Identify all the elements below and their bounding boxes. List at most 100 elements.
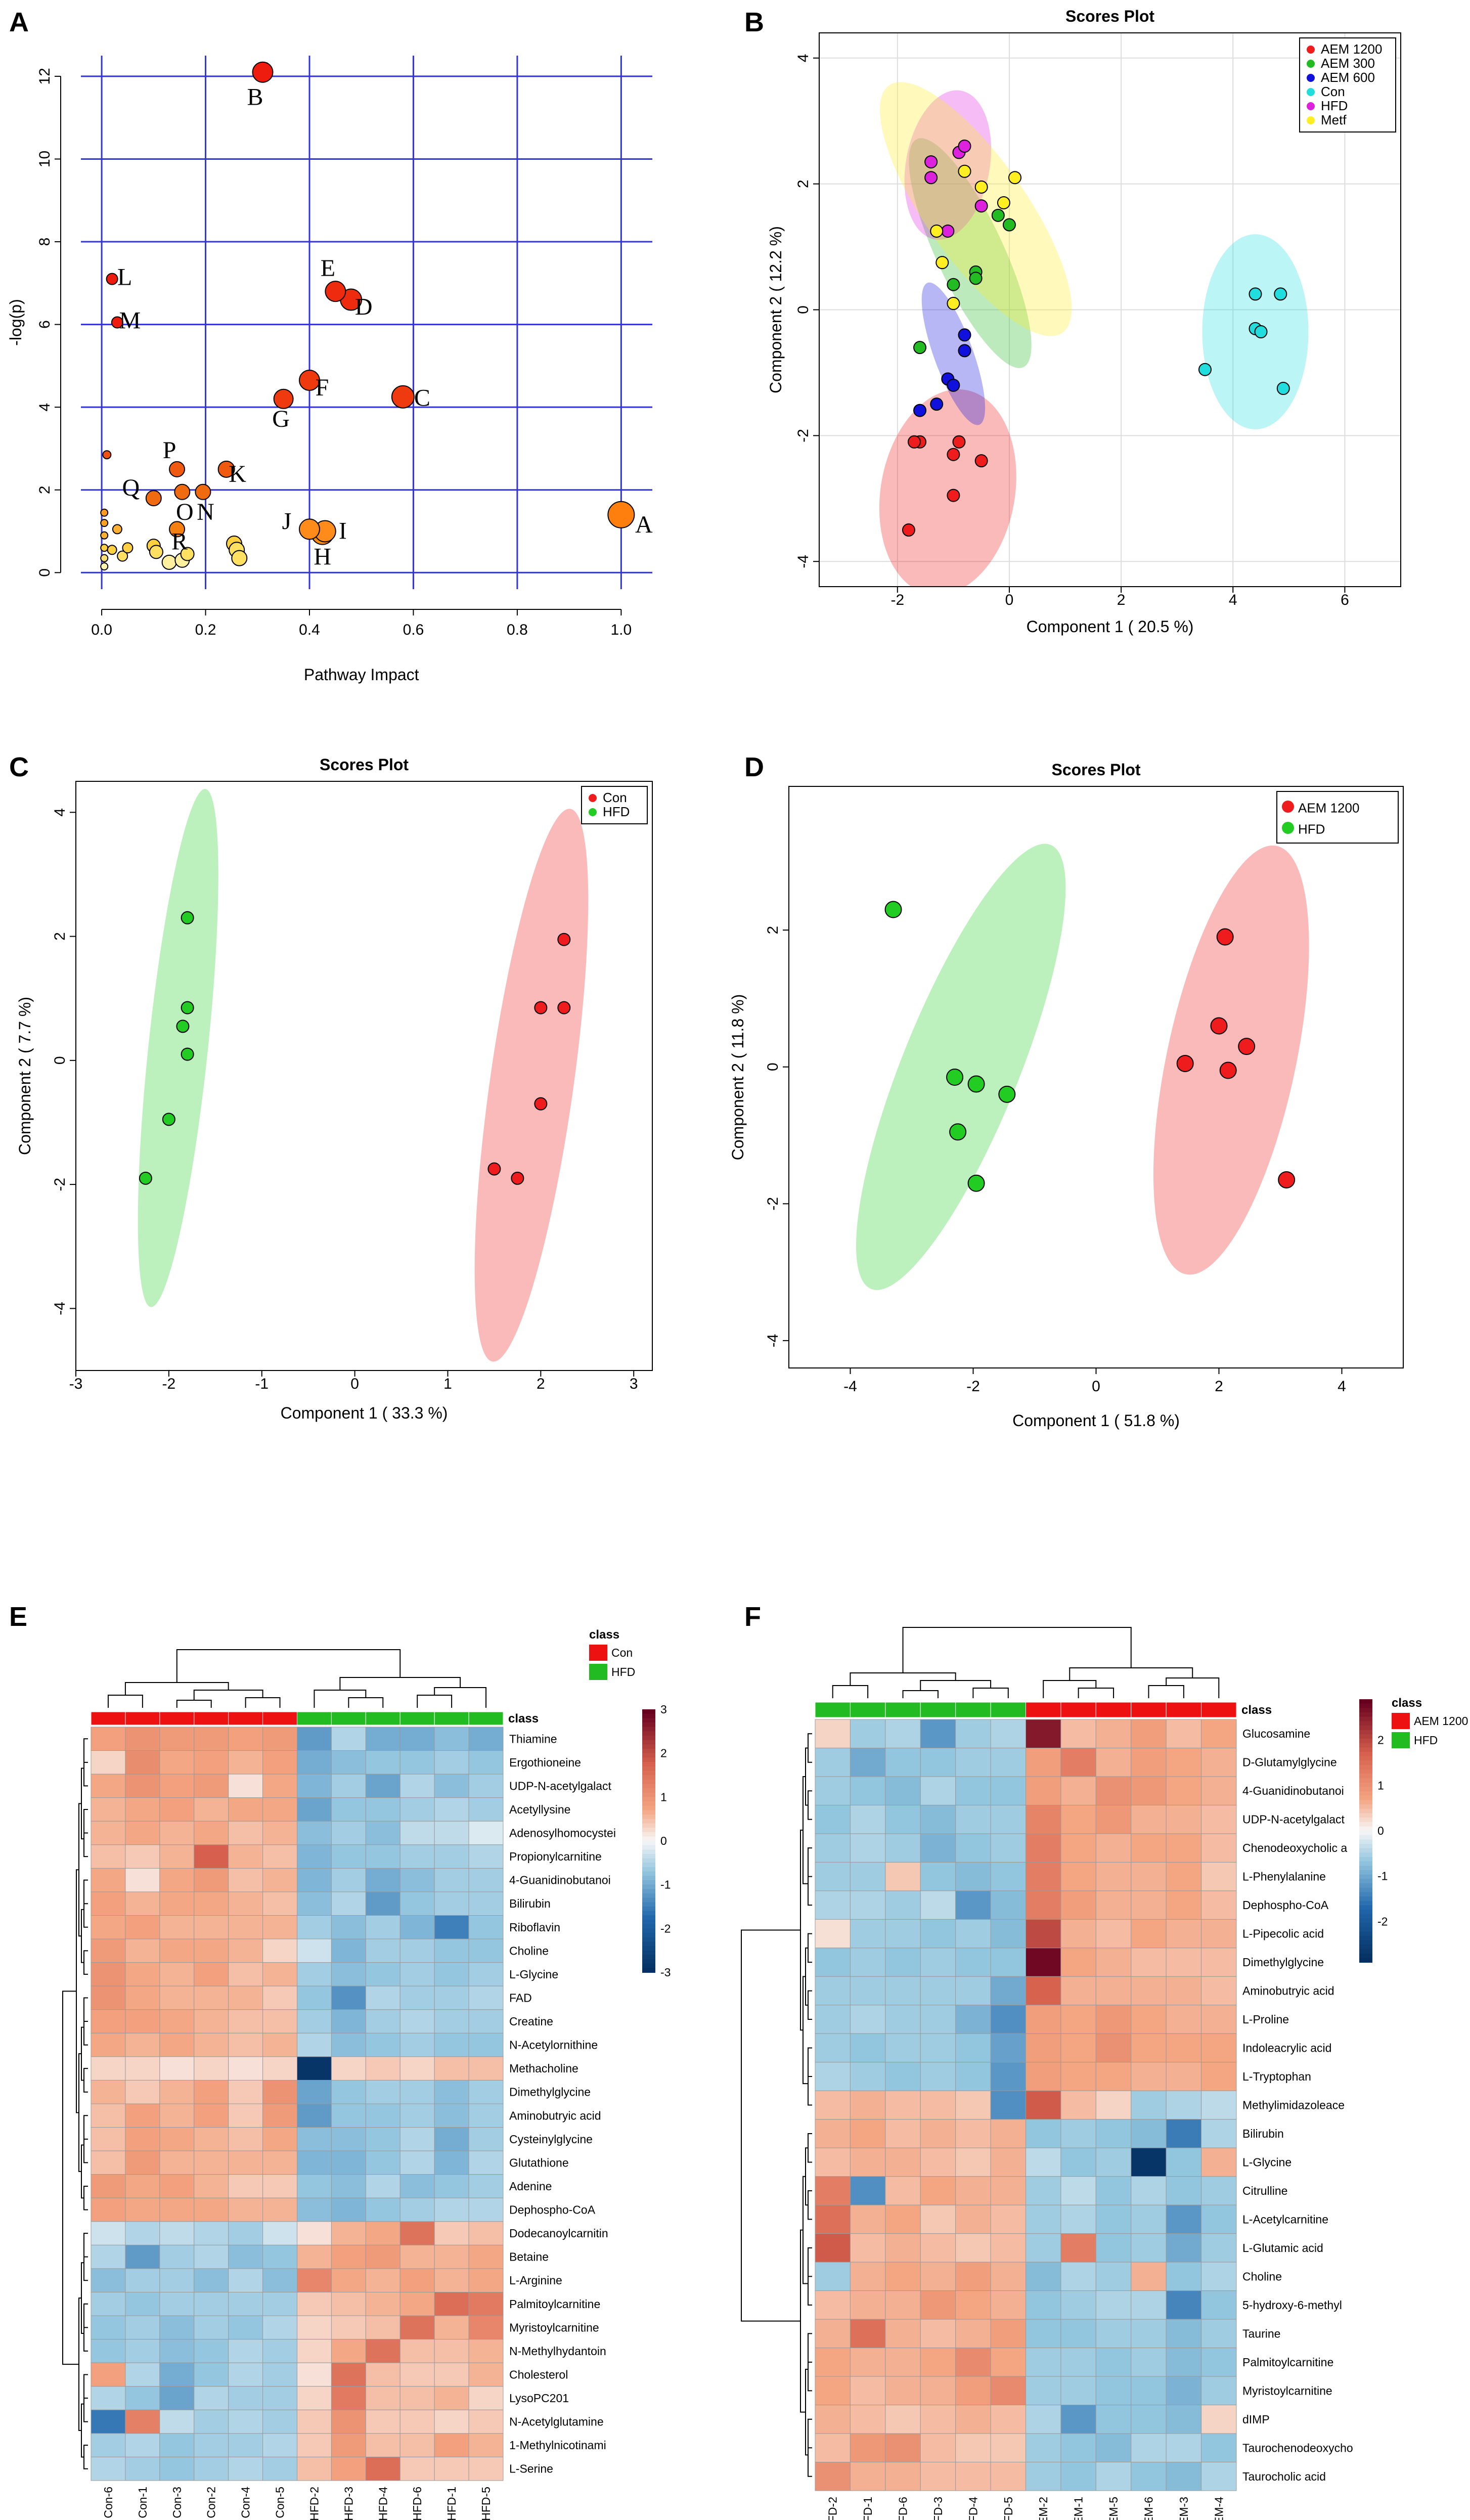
row-label: Methacholine: [509, 2062, 578, 2075]
score-point: [969, 272, 983, 285]
class-bar-cell: [125, 1711, 160, 1726]
heatmap-cell: [815, 2433, 851, 2463]
heatmap-cell: [159, 1750, 195, 1775]
heatmap-cell: [159, 2362, 195, 2387]
dendrogram-branch: [83, 2009, 88, 2046]
score-point: [1274, 287, 1287, 301]
class-bar-cell: [297, 1711, 332, 1726]
score-point: [958, 328, 971, 342]
pathway-label: D: [355, 294, 373, 321]
pathway-label: I: [339, 518, 347, 545]
pathway-label: F: [316, 374, 329, 401]
x-tick-label: 0: [350, 1376, 359, 1392]
pathway-point: [607, 501, 635, 528]
heatmap-cell: [1026, 1804, 1061, 1834]
colorbar-step: [1359, 1940, 1372, 1946]
colorbar-step: [1359, 1752, 1372, 1757]
column-label: Con-3: [170, 2487, 184, 2518]
heatmap-cell: [365, 2409, 400, 2434]
heatmap-cell: [920, 1890, 956, 1920]
colorbar-step: [642, 1955, 655, 1960]
heatmap-cell: [990, 2233, 1027, 2263]
heatmap-cell: [194, 1985, 229, 2010]
dendrogram-branch: [83, 2127, 88, 2163]
heatmap-cell: [194, 2244, 229, 2269]
panel-e-heatmap: class Thiamine Ergothioneine UDP-N-acetylga…: [62, 1628, 671, 2520]
heatmap-cell: [228, 1750, 263, 1775]
heatmap-cell: [1026, 2348, 1061, 2377]
dendrogram-branch: [434, 1687, 487, 1708]
score-point: [947, 489, 960, 502]
heatmap-cell: [331, 2080, 366, 2104]
heatmap-cell: [1060, 2290, 1096, 2320]
row-label: Indoleacrylic acid: [1242, 2042, 1331, 2055]
row-label: 5-hydroxy-6-methyl: [1242, 2298, 1342, 2312]
heatmap-cell: [1026, 1919, 1061, 1949]
heatmap-cell: [850, 1747, 886, 1777]
heatmap-cell: [468, 1797, 504, 1822]
row-label: Propionylcarnitine: [509, 1850, 602, 1863]
heatmap-cell: [125, 2197, 160, 2222]
heatmap-cell: [1201, 2233, 1237, 2263]
heatmap-cell: [399, 2244, 435, 2269]
heatmap-cell: [1166, 1776, 1202, 1805]
heatmap-cell: [331, 1962, 366, 1986]
heatmap-cell: [434, 1915, 469, 1939]
heatmap-cell: [815, 1776, 851, 1805]
confidence-ellipse: [921, 282, 986, 425]
colorbar-step: [642, 1884, 655, 1890]
heatmap-cell: [365, 2244, 400, 2269]
heatmap-cell: [468, 1727, 504, 1751]
heatmap-cell: [850, 1833, 886, 1863]
heatmap-cell: [297, 1938, 332, 1963]
colorbar-step: [1359, 1769, 1372, 1775]
score-point: [913, 341, 927, 355]
heatmap-cell: [262, 2292, 297, 2316]
dendrogram-branch: [83, 2245, 88, 2281]
heatmap-cell: [262, 2197, 297, 2222]
confidence-ellipse: [909, 138, 1032, 368]
heatmap-cell: [955, 2433, 991, 2463]
dendrogram-branch: [193, 1690, 263, 1700]
heatmap-cell: [850, 2176, 886, 2205]
heatmap-cell: [365, 2221, 400, 2245]
x-tick-label: 0.8: [507, 622, 528, 638]
legend-label: HFD: [1321, 98, 1348, 113]
heatmap-cell: [125, 1727, 160, 1751]
heatmap-cell: [399, 2339, 435, 2363]
heatmap-cell: [262, 2433, 297, 2457]
colorbar-step: [642, 1766, 655, 1772]
row-dendrogram: [62, 1738, 88, 2469]
score-point: [997, 196, 1010, 209]
heatmap-cell: [1166, 2005, 1202, 2034]
score-point: [1278, 1171, 1296, 1188]
colorbar-step: [642, 1959, 655, 1964]
dendrogram-branch: [808, 2418, 812, 2449]
heatmap-cell: [1060, 2005, 1096, 2034]
colorbar-step: [1359, 1870, 1372, 1875]
score-point: [884, 901, 902, 918]
colorbar-step: [1359, 1949, 1372, 1954]
heatmap-cell: [125, 1962, 160, 1986]
colorbar-step: [642, 1897, 655, 1903]
row-label: Dephospho-CoA: [509, 2203, 596, 2217]
panel-letter-C: C: [9, 752, 29, 782]
score-point: [907, 435, 921, 449]
dendrogram-branch: [62, 1991, 79, 2365]
heatmap-cell: [1131, 1976, 1167, 2006]
heatmap-cell: [1131, 2319, 1167, 2349]
heatmap-cell: [1166, 2348, 1202, 2377]
score-point: [967, 1075, 985, 1093]
heatmap-cell: [1095, 1719, 1132, 1748]
colorbar-step: [642, 1749, 655, 1754]
heatmap-cell: [91, 2315, 126, 2340]
colorbar-tick-label: -2: [1377, 1915, 1388, 1928]
heatmap-cell: [1201, 2062, 1237, 2091]
heatmap-cell: [194, 2362, 229, 2387]
colorbar-step: [642, 1819, 655, 1824]
row-label: L-Tryptophan: [1242, 2070, 1311, 2083]
heatmap-cell: [850, 2348, 886, 2377]
heatmap-cell: [262, 1985, 297, 2010]
heatmap-cell: [1201, 2348, 1237, 2377]
heatmap-cell: [885, 2290, 921, 2320]
